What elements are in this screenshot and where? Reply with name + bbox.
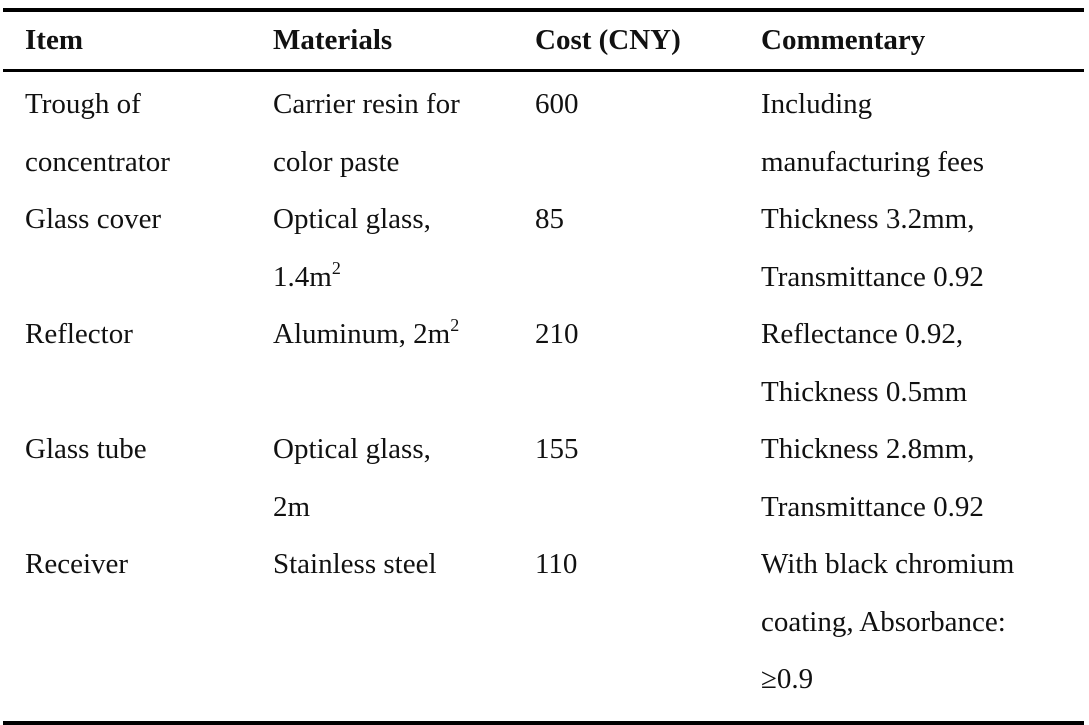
cell-commentary-line: Transmittance 0.92 [761,479,1084,537]
cell-cost: 210 [535,306,761,421]
cell-materials-text: color paste [273,145,400,178]
cell-materials-line: Optical glass, [273,191,535,249]
cell-commentary-text: Transmittance 0.92 [761,490,984,523]
cell-commentary: Reflectance 0.92, Thickness 0.5mm [761,306,1084,421]
cell-materials-line: 1.4m2 [273,249,535,307]
cell-materials-text: Stainless steel [273,548,437,580]
cell-materials-text: 2m [273,490,311,523]
cell-cost-text: 110 [535,548,578,580]
cell-materials-line: color paste [273,134,535,192]
cell-item-text: Trough of [25,88,141,120]
cell-item-text: Receiver [25,548,129,580]
cell-commentary-text: Reflectance 0.92, [761,318,964,350]
cell-materials-text: Carrier resin for [273,88,460,120]
cell-commentary: Thickness 2.8mm, Transmittance 0.92 [761,421,1084,536]
cell-cost-text: 210 [535,318,579,350]
cell-commentary-text: With black chromium [761,548,1015,580]
table-row: Trough of concentrator Carrier resin for co… [3,76,1084,191]
body-table: Trough of concentrator Carrier resin for co… [3,76,1084,709]
header-cost: Cost (CNY) [535,24,681,56]
header-item: Item [25,24,83,56]
cell-commentary-line: coating, Absorbance: [761,594,1084,652]
cost-table: Item Materials Cost (CNY) Commentary Tro… [3,8,1084,725]
cell-cost-line: 110 [535,536,761,594]
table-row: Glass cover Optical glass, 1.4m2 85 Thicknes… [3,191,1084,306]
header-commentary: Commentary [761,24,926,56]
cell-commentary-line: Thickness 3.2mm, [761,191,1084,249]
cell-commentary-line: ≥0.9 [761,651,1084,709]
cell-materials: Stainless steel [273,536,535,709]
cell-materials: Optical glass, 2m [273,421,535,536]
cell-commentary: With black chromium coating, Absorbance: ≥… [761,536,1084,709]
cell-item: Glass tube [3,421,273,536]
cell-commentary-line: Thickness 0.5mm [761,364,1084,422]
cell-cost-line: 210 [535,306,761,364]
cell-item: Reflector [3,306,273,421]
header-rule [3,69,1084,72]
cell-commentary-line: Thickness 2.8mm, [761,421,1084,479]
cell-item-line: Glass cover [25,191,273,249]
cell-materials: Optical glass, 1.4m2 [273,191,535,306]
cell-item-line: concentrator [25,134,273,192]
cell-commentary-text: Transmittance 0.92 [761,260,984,293]
cell-materials-line: Carrier resin for [273,76,535,134]
cell-item-line: Trough of [25,76,273,134]
cell-commentary-text: manufacturing fees [761,145,985,178]
cell-materials-text: Aluminum, 2m [273,318,451,350]
cell-cost: 110 [535,536,761,709]
cell-item-line: Glass tube [25,421,273,479]
cell-commentary-text: Thickness 3.2mm, [761,203,975,235]
cell-commentary-text: Including [761,88,873,120]
unit-superscript: 2 [331,257,341,278]
top-rule [3,8,1084,12]
cell-commentary-line: Transmittance 0.92 [761,249,1084,307]
cell-cost-text: 600 [535,88,579,120]
cell-materials-line: Aluminum, 2m2 [273,306,535,364]
cell-commentary-text: coating, Absorbance: [761,605,1006,638]
cell-commentary-text: Thickness 2.8mm, [761,433,975,465]
cell-materials-text: 1.4m [273,260,332,293]
cell-commentary-line: Reflectance 0.92, [761,306,1084,364]
cell-item-text: Reflector [25,318,133,350]
cell-item: Receiver [3,536,273,709]
cell-cost: 155 [535,421,761,536]
table-row: Reflector Aluminum, 2m2 210 Reflectance 0.9… [3,306,1084,421]
header-materials: Materials [273,24,393,56]
cell-cost-text: 85 [535,203,564,235]
header-table: Item Materials Cost (CNY) Commentary [3,12,1084,69]
header-row: Item Materials Cost (CNY) Commentary [3,12,1084,69]
cell-materials: Aluminum, 2m2 [273,306,535,421]
cell-materials: Carrier resin for color paste [273,76,535,191]
cell-commentary-line: manufacturing fees [761,134,1084,192]
cell-commentary: Including manufacturing fees [761,76,1084,191]
cell-cost-line: 600 [535,76,761,134]
cell-cost: 600 [535,76,761,191]
cell-cost-line: 155 [535,421,761,479]
cell-item-line: Reflector [25,306,273,364]
cell-cost-line: 85 [535,191,761,249]
cell-materials-line: 2m [273,479,535,537]
cell-commentary-text: Thickness 0.5mm [761,375,968,408]
cell-materials-text: Optical glass, [273,203,431,235]
cell-item-line: Receiver [25,536,273,594]
cell-commentary-line: Including [761,76,1084,134]
cell-commentary-line: With black chromium [761,536,1084,594]
table-row: Receiver Stainless steel 110 With black chr… [3,536,1084,709]
cell-materials-line: Stainless steel [273,536,535,594]
cell-materials-line: Optical glass, [273,421,535,479]
cell-cost-text: 155 [535,433,579,465]
cell-cost: 85 [535,191,761,306]
unit-superscript: 2 [450,315,460,335]
table-row: Glass tube Optical glass, 2m 155 Thickness 2… [3,421,1084,536]
cell-item-text: Glass cover [25,203,162,235]
cell-commentary: Thickness 3.2mm, Transmittance 0.92 [761,191,1084,306]
bottom-rule [3,720,1084,725]
cell-item-text: Glass tube [25,433,147,465]
cell-item: Trough of concentrator [3,76,273,191]
cell-commentary-text: ≥0.9 [761,663,814,695]
cell-item-text: concentrator [25,145,170,178]
cell-materials-text: Optical glass, [273,433,431,465]
cell-item: Glass cover [3,191,273,306]
